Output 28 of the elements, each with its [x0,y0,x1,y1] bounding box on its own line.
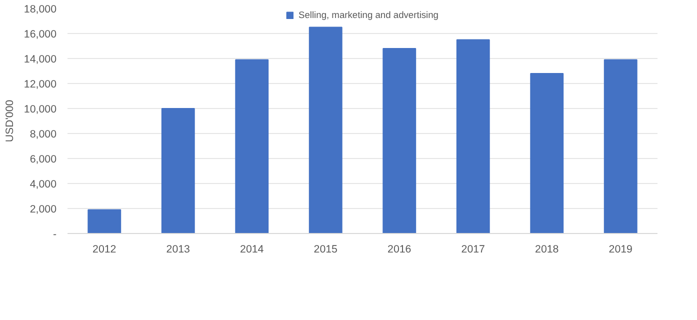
x-tick-label: 2013 [166,244,190,256]
bar [308,26,342,234]
y-tick-label: 10,000 [24,104,57,116]
legend-label: Selling, marketing and advertising [298,10,438,20]
bar [530,73,564,234]
y-tick-label: 12,000 [24,78,57,90]
bar [456,39,490,234]
x-tick-label: 2015 [314,244,338,256]
bar [604,59,638,234]
x-tick-label: 2016 [388,244,412,256]
y-tick-label: 8,000 [30,128,57,140]
y-tick-label: 16,000 [24,28,57,40]
y-tick-label: 14,000 [24,54,57,66]
x-tick-label: 2019 [608,244,633,256]
bar [382,48,416,234]
y-tick-label: 18,000 [24,4,57,16]
y-tick-label: - [52,228,57,240]
x-tick-label: 2012 [92,244,116,256]
bar [235,59,269,234]
x-tick-label: 2018 [535,244,559,256]
bar [161,108,195,234]
y-tick-label: 2,000 [30,204,57,216]
bar [88,209,122,234]
y-tick-label: 6,000 [30,154,57,166]
x-tick-label: 2017 [461,244,486,256]
y-axis-title: USD'000 [4,100,16,142]
y-tick-label: 4,000 [30,178,57,190]
x-tick-label: 2014 [240,244,264,256]
